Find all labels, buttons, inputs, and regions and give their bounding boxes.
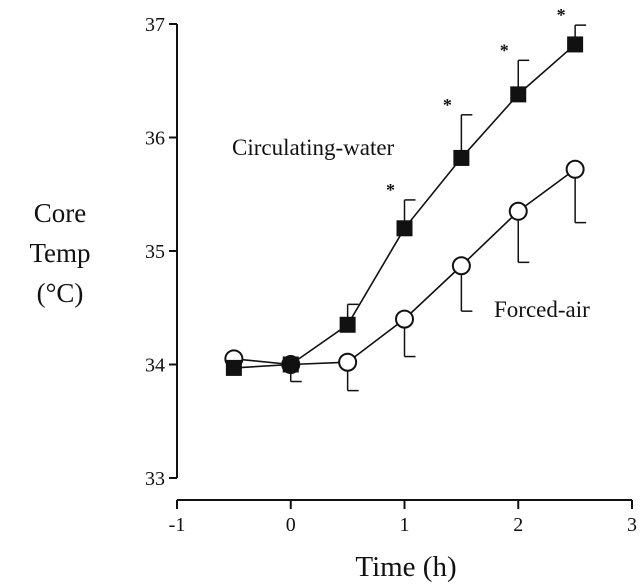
data-point-circulating-water xyxy=(453,149,470,166)
plot-area: * * * * xyxy=(224,5,587,392)
series-forced-air xyxy=(224,159,587,392)
significance-marker: * xyxy=(500,40,509,60)
data-point-forced-air xyxy=(395,309,414,329)
data-point-circulating-water xyxy=(225,359,242,376)
series-circulating-water: * * * * xyxy=(225,5,587,376)
data-point-circulating-water xyxy=(282,356,299,373)
series-label-forced-air: Forced-air xyxy=(494,297,590,322)
data-point-circulating-water xyxy=(396,220,413,237)
data-point-forced-air xyxy=(508,201,528,221)
y-tick-label: 34 xyxy=(145,355,165,377)
x-tick-label: 3 xyxy=(627,514,637,536)
y-axis-label-line-1: Core xyxy=(34,198,87,228)
data-point-circulating-water xyxy=(339,316,356,333)
y-axis-label: Core Temp (°C) xyxy=(29,198,90,308)
x-tick-label: -1 xyxy=(169,514,186,536)
data-point-forced-air xyxy=(338,352,358,372)
y-tick-label: 37 xyxy=(145,14,165,36)
axes: 33 34 35 36 37 -1 0 1 2 3 xyxy=(145,14,637,536)
series-label-circulating-water: Circulating-water xyxy=(232,135,395,160)
y-axis-label-line-3: (°C) xyxy=(37,278,84,308)
data-point-circulating-water xyxy=(510,86,527,103)
x-axis-label: Time (h) xyxy=(355,551,456,583)
significance-marker: * xyxy=(443,95,452,115)
y-tick-label: 36 xyxy=(145,128,165,150)
data-point-forced-air xyxy=(451,256,471,276)
data-point-forced-air xyxy=(565,159,585,179)
x-ticks: -1 0 1 2 3 xyxy=(169,500,637,536)
y-ticks: 33 34 35 36 37 xyxy=(145,14,177,490)
x-tick-label: 0 xyxy=(286,514,296,536)
y-tick-label: 33 xyxy=(145,468,165,490)
x-tick-label: 1 xyxy=(400,514,410,536)
data-point-circulating-water xyxy=(567,36,584,53)
x-tick-label: 2 xyxy=(513,514,523,536)
significance-marker: * xyxy=(557,5,566,25)
y-tick-label: 35 xyxy=(145,241,165,263)
significance-marker: * xyxy=(386,180,395,200)
y-axis-label-line-2: Temp xyxy=(29,238,90,268)
